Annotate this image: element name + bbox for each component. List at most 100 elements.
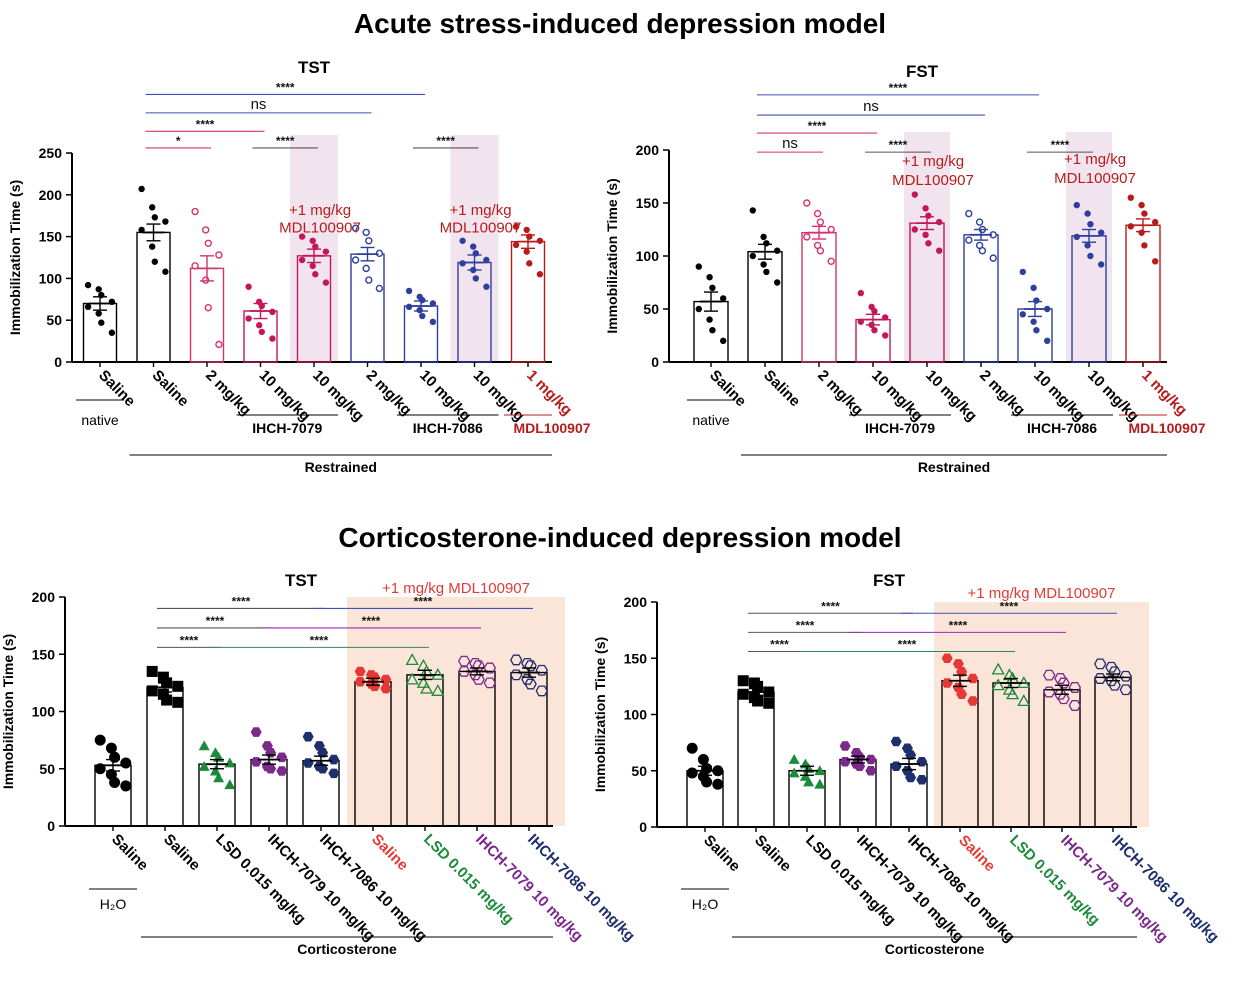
significance-label: ns — [782, 135, 798, 152]
data-point — [1068, 682, 1082, 693]
shaded-region-label: +1 mg/kg MDL100907 — [382, 580, 530, 597]
data-point — [1042, 669, 1056, 681]
data-point — [365, 276, 373, 284]
group-label: IHCH-7079 — [252, 420, 322, 436]
data-point — [108, 329, 116, 336]
data-point — [911, 191, 918, 198]
y-tick-label: 150 — [39, 229, 63, 245]
data-point — [1044, 337, 1051, 344]
data-point — [991, 662, 1005, 675]
data-point — [157, 688, 169, 700]
x-tick-label: 2 mg/kg — [976, 367, 1028, 419]
data-point — [191, 262, 199, 270]
data-point — [706, 316, 713, 323]
data-point — [1152, 218, 1159, 226]
x-tick-label: LSD 0.015 mg/kg — [1006, 832, 1103, 929]
data-point — [201, 276, 210, 284]
y-tick-label: 0 — [639, 819, 647, 835]
annotation-label: MDL100907 — [279, 219, 361, 236]
significance-label: **** — [436, 134, 455, 148]
data-point — [1093, 673, 1107, 684]
data-point — [215, 340, 223, 349]
data-point — [1127, 223, 1134, 230]
group-label: IHCH-7079 — [865, 420, 935, 436]
data-point — [365, 237, 373, 245]
y-tick-label: 0 — [54, 354, 62, 370]
x-tick-label: Saline — [955, 832, 998, 875]
data-point — [922, 205, 929, 212]
data-point — [916, 757, 928, 767]
data-point — [472, 275, 479, 282]
section-title-acute: Acute stress-induced depression model — [353, 8, 887, 39]
chart-title: FST — [906, 62, 939, 81]
data-point — [95, 310, 102, 317]
significance-label: **** — [898, 638, 917, 652]
data-point — [312, 271, 319, 278]
data-point — [151, 258, 158, 265]
significance-label: **** — [889, 138, 908, 152]
data-point — [989, 254, 997, 262]
data-point — [686, 742, 698, 754]
data-point — [265, 764, 277, 774]
data-point — [839, 757, 851, 767]
data-point — [752, 680, 764, 692]
significance-label: **** — [949, 618, 968, 632]
data-point — [172, 680, 184, 692]
shaded-region-label: +1 mg/kg MDL100907 — [967, 585, 1115, 602]
group-label: native — [81, 412, 119, 428]
data-point — [151, 214, 158, 221]
data-point — [213, 772, 225, 783]
y-tick-label: 200 — [32, 589, 56, 605]
data-point — [149, 243, 156, 250]
bar — [136, 231, 171, 363]
data-point — [416, 306, 423, 314]
data-point — [201, 226, 210, 234]
data-point — [956, 689, 968, 699]
group-label: IHCH-7086 — [413, 420, 483, 436]
data-point — [362, 264, 370, 273]
x-tick-label: LSD 0.015 mg/kg — [802, 832, 899, 929]
data-point — [813, 209, 822, 218]
significance-label: **** — [310, 633, 329, 647]
data-point — [803, 776, 815, 787]
data-point — [309, 262, 316, 270]
data-point — [1138, 201, 1145, 209]
data-point — [1054, 673, 1067, 684]
data-point — [109, 751, 121, 763]
data-point — [978, 246, 987, 255]
data-point — [952, 659, 964, 669]
data-point — [309, 237, 316, 244]
data-point — [250, 727, 262, 737]
data-point — [1019, 311, 1026, 318]
data-point — [760, 261, 767, 268]
significance-label: **** — [821, 599, 840, 613]
data-point — [1057, 677, 1070, 689]
data-point — [245, 315, 252, 322]
data-point — [322, 279, 330, 286]
data-point — [1152, 258, 1159, 265]
annotation-label: +1 mg/kg — [449, 202, 511, 219]
significance-label: **** — [206, 614, 225, 628]
data-point — [695, 305, 702, 313]
data-point — [322, 248, 330, 255]
significance-label: **** — [362, 614, 381, 628]
x-tick-label: 1 mg/kg — [523, 367, 575, 419]
data-point — [1127, 194, 1134, 201]
y-axis-label: Immobilization Time (s) — [7, 180, 23, 335]
data-point — [512, 241, 520, 249]
x-tick-label: 10 mg/kg — [309, 367, 367, 425]
significance-label: **** — [414, 594, 433, 608]
data-point — [258, 328, 265, 336]
data-point — [526, 260, 533, 267]
data-point — [763, 240, 770, 247]
y-tick-label: 50 — [631, 763, 647, 779]
data-point — [967, 696, 979, 706]
data-point — [854, 761, 866, 771]
y-tick-label: 150 — [636, 195, 660, 211]
data-point — [198, 740, 210, 751]
data-point — [469, 669, 482, 681]
data-point — [737, 688, 749, 700]
data-point — [1042, 686, 1056, 698]
data-point — [535, 685, 549, 697]
data-point — [1141, 210, 1148, 217]
